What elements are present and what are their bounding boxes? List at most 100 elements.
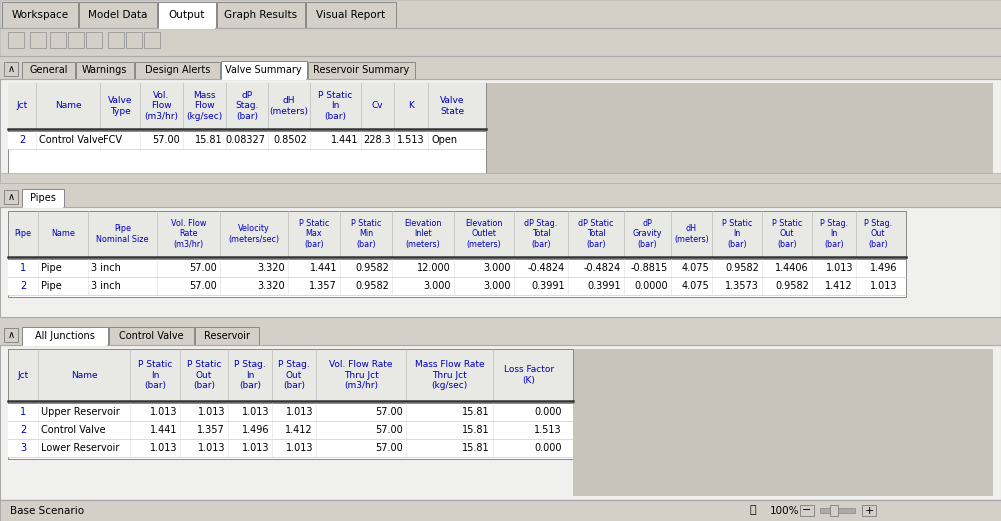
Text: 1.441: 1.441: [330, 135, 358, 145]
Text: 0.8502: 0.8502: [273, 135, 307, 145]
Bar: [0, 325, 1001, 345]
Text: 1.496: 1.496: [870, 263, 897, 273]
Text: Control Valve: Control Valve: [41, 425, 106, 435]
Text: Vol.
Flow
(m3/hr): Vol. Flow (m3/hr): [144, 92, 178, 120]
Bar: [30, 32, 46, 48]
Text: 0.0000: 0.0000: [635, 281, 668, 291]
Bar: [4, 62, 18, 76]
Text: FCV: FCV: [103, 135, 122, 145]
Text: +: +: [864, 505, 874, 515]
Text: P Static
Max
(bar): P Static Max (bar): [299, 219, 329, 249]
Text: Control Valve: Control Valve: [119, 331, 183, 341]
Text: 3.000: 3.000: [423, 281, 451, 291]
Text: Pipes: Pipes: [30, 193, 56, 203]
Text: 3.320: 3.320: [257, 263, 285, 273]
Bar: [50, 32, 66, 48]
Text: Vol. Flow
Rate
(m3/hr): Vol. Flow Rate (m3/hr): [171, 219, 206, 249]
Text: 228.3: 228.3: [363, 135, 391, 145]
Text: 1.357: 1.357: [309, 281, 337, 291]
Text: P Static
Min
(bar): P Static Min (bar): [350, 219, 381, 249]
Bar: [144, 32, 160, 48]
Text: P Static
In
(bar): P Static In (bar): [138, 361, 172, 390]
Bar: [820, 508, 855, 513]
Bar: [8, 83, 486, 129]
Bar: [22, 189, 63, 207]
Bar: [108, 327, 194, 345]
Bar: [862, 505, 876, 516]
Text: P Stag.
Out
(bar): P Stag. Out (bar): [278, 361, 310, 390]
Bar: [0, 187, 1001, 207]
Text: Valve Summary: Valve Summary: [225, 65, 302, 75]
Text: dP Stag.
Total
(bar): dP Stag. Total (bar): [525, 219, 558, 249]
Bar: [306, 2, 396, 28]
Text: 0.3991: 0.3991: [532, 281, 565, 291]
Text: -0.8815: -0.8815: [631, 263, 668, 273]
Text: 3.320: 3.320: [257, 281, 285, 291]
Text: 1.013: 1.013: [870, 281, 897, 291]
Bar: [75, 62, 133, 79]
Bar: [68, 32, 84, 48]
Text: Vol. Flow Rate
Thru Jct
(m3/hr): Vol. Flow Rate Thru Jct (m3/hr): [329, 361, 392, 390]
Text: -0.4824: -0.4824: [584, 263, 621, 273]
Text: 0.000: 0.000: [535, 407, 562, 417]
Text: P Static
In
(bar): P Static In (bar): [722, 219, 752, 249]
Text: General: General: [29, 65, 67, 75]
Text: Pipe: Pipe: [41, 281, 62, 291]
Text: Valve
State: Valve State: [439, 96, 464, 116]
Text: Reservoir Summary: Reservoir Summary: [313, 65, 409, 75]
Text: Jct: Jct: [16, 102, 28, 110]
Bar: [195, 327, 258, 345]
Text: 0.3991: 0.3991: [588, 281, 621, 291]
Text: 2: 2: [19, 135, 25, 145]
Text: 1.013: 1.013: [285, 407, 313, 417]
Text: 15.81: 15.81: [462, 443, 490, 453]
Bar: [8, 349, 573, 459]
Bar: [8, 32, 24, 48]
Text: 15.81: 15.81: [462, 407, 490, 417]
Text: 0.000: 0.000: [535, 443, 562, 453]
Bar: [221, 61, 306, 79]
Text: Name: Name: [55, 102, 81, 110]
Text: 2: 2: [20, 425, 26, 435]
Text: Workspace: Workspace: [11, 10, 68, 20]
Text: 57.00: 57.00: [375, 407, 403, 417]
Text: Graph Results: Graph Results: [224, 10, 297, 20]
Bar: [8, 277, 906, 295]
Text: P Static
Out
(bar): P Static Out (bar): [187, 361, 221, 390]
Bar: [23, 344, 106, 346]
Bar: [126, 32, 142, 48]
Bar: [0, 0, 1001, 28]
Bar: [8, 83, 486, 129]
Bar: [830, 505, 838, 516]
Text: 57.00: 57.00: [189, 263, 217, 273]
Text: 2: 2: [20, 281, 26, 291]
Text: 1.013: 1.013: [149, 407, 177, 417]
Text: 4.075: 4.075: [682, 263, 709, 273]
Bar: [0, 79, 1001, 179]
Text: 57.00: 57.00: [375, 443, 403, 453]
Text: 1.412: 1.412: [826, 281, 853, 291]
Text: 4.075: 4.075: [682, 281, 709, 291]
Bar: [217, 2, 305, 28]
Text: Lower Reservoir: Lower Reservoir: [41, 443, 119, 453]
Text: dH
(meters): dH (meters): [269, 96, 308, 116]
Text: 15.81: 15.81: [195, 135, 223, 145]
Bar: [134, 62, 220, 79]
Bar: [8, 211, 906, 257]
Bar: [4, 328, 18, 342]
Bar: [486, 83, 993, 175]
Text: 3.000: 3.000: [483, 281, 511, 291]
Text: 100%: 100%: [770, 505, 800, 515]
Text: 1: 1: [20, 263, 26, 273]
Text: 1.013: 1.013: [826, 263, 853, 273]
Text: P Static
Out
(bar): P Static Out (bar): [772, 219, 802, 249]
Text: Loss Factor
(K): Loss Factor (K): [504, 365, 555, 384]
Text: Mass
Flow
(kg/sec): Mass Flow (kg/sec): [186, 92, 222, 120]
Text: 1.412: 1.412: [285, 425, 313, 435]
Text: Warnings: Warnings: [82, 65, 127, 75]
Text: Mass Flow Rate
Thru Jct
(kg/sec): Mass Flow Rate Thru Jct (kg/sec): [414, 361, 484, 390]
Bar: [8, 349, 573, 401]
Bar: [0, 28, 1001, 56]
Text: ∧: ∧: [7, 330, 15, 340]
Bar: [222, 78, 305, 80]
